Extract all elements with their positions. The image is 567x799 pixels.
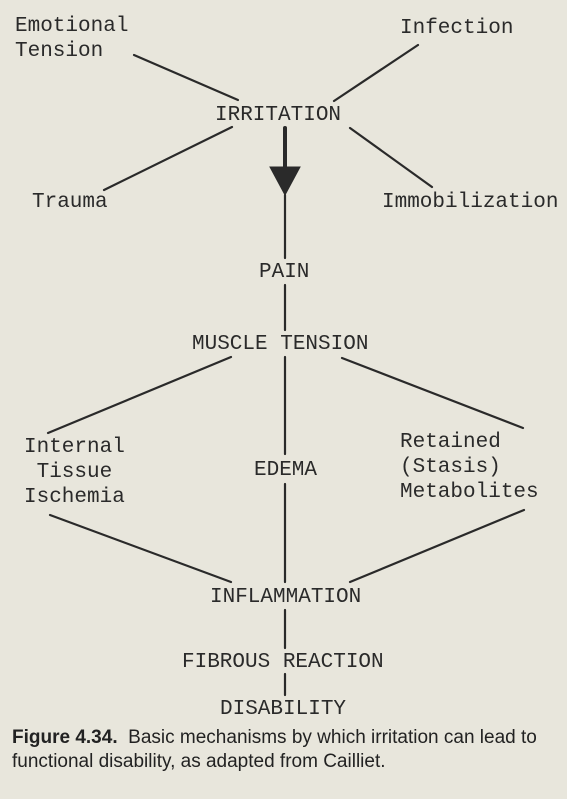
node-inflammation: INFLAMMATION [210, 585, 361, 610]
node-infection: Infection [400, 16, 513, 41]
node-fibrous-reaction: FIBROUS REACTION [182, 650, 384, 675]
node-retained-metabolites: Retained (Stasis) Metabolites [400, 430, 539, 506]
node-muscle-tension: MUSCLE TENSION [192, 332, 368, 357]
node-trauma: Trauma [32, 190, 108, 215]
figure-caption-label: Figure 4.34. [12, 727, 118, 748]
node-edema: EDEMA [254, 458, 317, 483]
node-irritation: IRRITATION [215, 103, 341, 128]
node-pain: PAIN [259, 260, 309, 285]
figure-caption: Figure 4.34. Basic mechanisms by which i… [12, 726, 552, 774]
node-emotional-tension: Emotional Tension [15, 14, 128, 64]
node-disability: DISABILITY [220, 697, 346, 722]
node-internal-tissue-ischemia: Internal Tissue Ischemia [24, 435, 125, 511]
node-immobilization: Immobilization [382, 190, 558, 215]
diagram-canvas: Emotional Tension Infection IRRITATION T… [0, 0, 567, 799]
